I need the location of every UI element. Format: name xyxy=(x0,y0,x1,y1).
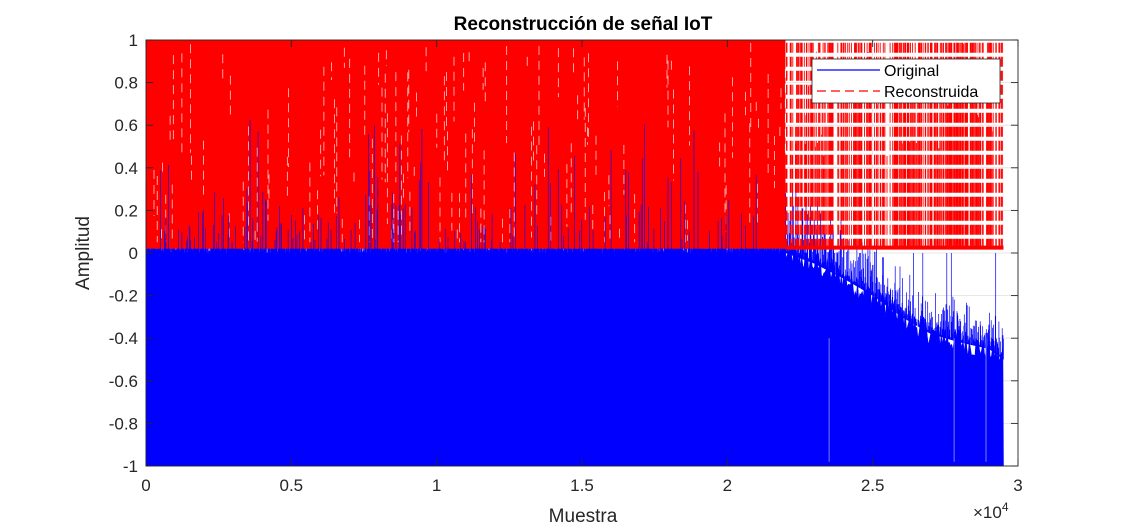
series-layer xyxy=(145,40,1004,467)
y-axis-label: Amplitud xyxy=(73,216,94,290)
x-tick-label-6: 3 xyxy=(1013,476,1022,495)
chart-title: Reconstrucción de señal IoT xyxy=(454,14,713,35)
series-original-gaps xyxy=(828,338,987,462)
y-tick-label-6: 0.2 xyxy=(114,201,138,220)
x-tick-label-2: 1 xyxy=(432,476,441,495)
series-reconstruida-texture xyxy=(153,43,786,243)
x-exponent: ×104 xyxy=(973,500,1009,522)
ticks: 0 0.5 1 1.5 2 2.5 3 -1 -0.8 -0.6 -0.4 -0.2 0 0.2 0.4 0.… xyxy=(109,31,1023,495)
y-tick-label-4: -0.2 xyxy=(109,287,138,306)
y-tick-label-1: -0.8 xyxy=(109,414,138,433)
legend-box xyxy=(811,58,1001,104)
y-tick-label-2: -0.6 xyxy=(109,372,138,391)
y-tick-label-8: 0.6 xyxy=(114,116,138,135)
y-tick-label-5: 0 xyxy=(129,244,138,263)
y-tick-label-3: -0.4 xyxy=(109,329,138,348)
legend-label-reconstruida: Reconstruida xyxy=(884,84,978,101)
x-axis-label: Muestra xyxy=(549,506,618,527)
x-tick-label-1: 0.5 xyxy=(280,476,304,495)
y-tick-label-0: -1 xyxy=(123,457,138,476)
x-tick-label-0: 0 xyxy=(141,476,150,495)
legend-label-original: Original xyxy=(884,63,939,80)
x-exponent-power: 4 xyxy=(1002,500,1009,514)
y-tick-label-10: 1 xyxy=(129,31,138,50)
series-reconstruida xyxy=(146,40,1004,253)
y-tick-label-7: 0.4 xyxy=(114,159,138,178)
x-tick-label-3: 1.5 xyxy=(570,476,594,495)
svg-text:×104: ×104 xyxy=(973,500,1009,522)
x-exponent-base: ×10 xyxy=(973,503,1002,522)
series-original-overlap xyxy=(160,120,757,253)
series-reconstruida-lines xyxy=(785,40,1004,249)
x-tick-label-5: 2.5 xyxy=(861,476,885,495)
x-tick-label-4: 2 xyxy=(723,476,732,495)
legend: Original Reconstruida xyxy=(811,58,1001,104)
y-tick-label-9: 0.8 xyxy=(114,74,138,93)
